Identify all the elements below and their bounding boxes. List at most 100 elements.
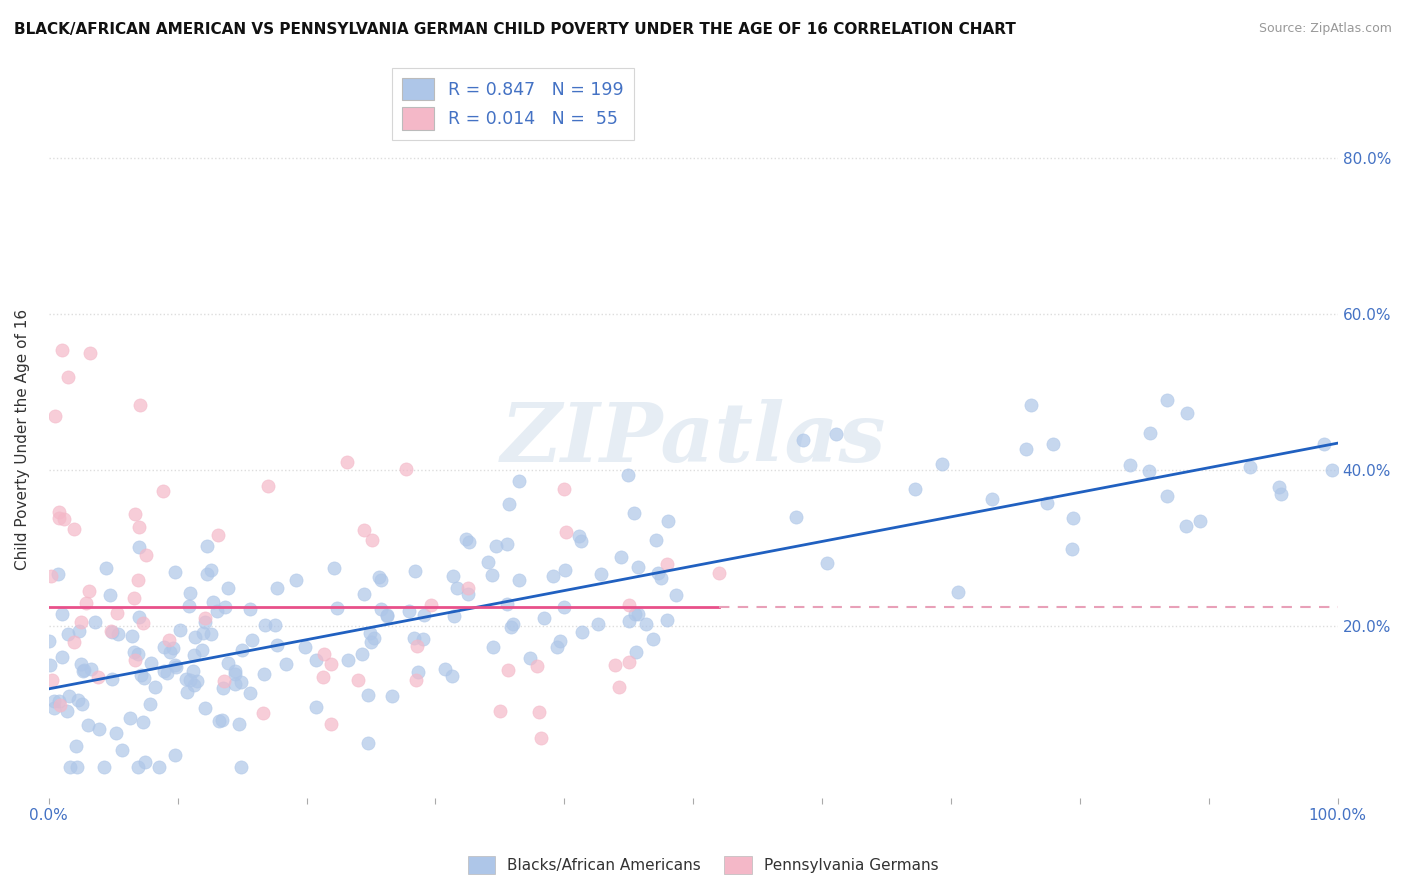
Point [446,582,468,596]
Point [252,706,274,720]
Point [1139,425,1161,440]
Point [1239,460,1261,475]
Point [212,674,235,689]
Point [441,569,464,583]
Point [183,678,205,692]
Point [607,680,630,694]
Point [44,409,66,423]
Point [165,660,187,674]
Point [65,739,87,754]
Point [337,653,360,667]
Point [153,664,176,678]
Point [228,717,250,731]
Point [266,638,288,652]
Point [224,677,246,691]
Point [129,668,152,682]
Point [363,631,385,645]
Point [626,560,648,574]
Point [274,657,297,672]
Point [1137,464,1160,478]
Point [634,616,657,631]
Point [128,519,150,533]
Point [127,647,149,661]
Point [80,662,103,676]
Point [347,673,370,687]
Point [48,567,70,582]
Point [162,641,184,656]
Point [93,760,115,774]
Point [946,585,969,599]
Point [489,704,512,718]
Point [350,647,373,661]
Point [319,716,342,731]
Point [122,591,145,605]
Point [141,656,163,670]
Point [554,563,576,577]
Point [508,475,530,489]
Point [49,698,72,712]
Point [1312,437,1334,451]
Point [214,600,236,615]
Point [785,510,807,524]
Point [67,624,90,639]
Point [229,674,252,689]
Point [200,564,222,578]
Point [502,617,524,632]
Point [980,492,1002,507]
Point [627,607,650,622]
Point [644,533,666,548]
Point [207,604,229,618]
Point [353,587,375,601]
Point [533,611,555,625]
Point [124,508,146,522]
Point [568,529,591,543]
Point [194,701,217,715]
Point [624,645,647,659]
Point [458,535,481,549]
Point [98,589,121,603]
Point [153,640,176,655]
Point [569,533,592,548]
Point [370,573,392,587]
Point [84,615,107,629]
Point [408,665,430,679]
Point [195,540,218,554]
Point [657,557,679,571]
Point [1188,514,1211,528]
Point [87,722,110,736]
Point [72,664,94,678]
Point [527,705,550,719]
Point [66,760,89,774]
Point [194,615,217,629]
Point [132,615,155,630]
Point [127,573,149,587]
Point [457,587,479,601]
Point [48,511,70,525]
Point [1062,511,1084,525]
Point [159,645,181,659]
Point [617,598,640,612]
Point [58,689,80,703]
Point [194,611,217,625]
Point [42,693,65,707]
Point [118,711,141,725]
Point [100,624,122,639]
Point [305,653,328,667]
Point [434,662,457,676]
Point [1036,496,1059,510]
Point [311,670,333,684]
Point [1320,463,1343,477]
Point [360,533,382,547]
Point [211,714,233,728]
Point [201,595,224,609]
Point [181,664,204,678]
Point [163,658,186,673]
Point [163,747,186,762]
Point [240,633,263,648]
Point [224,667,246,681]
Point [499,619,522,633]
Point [1175,518,1198,533]
Point [1270,487,1292,501]
Point [553,482,575,496]
Point [266,581,288,595]
